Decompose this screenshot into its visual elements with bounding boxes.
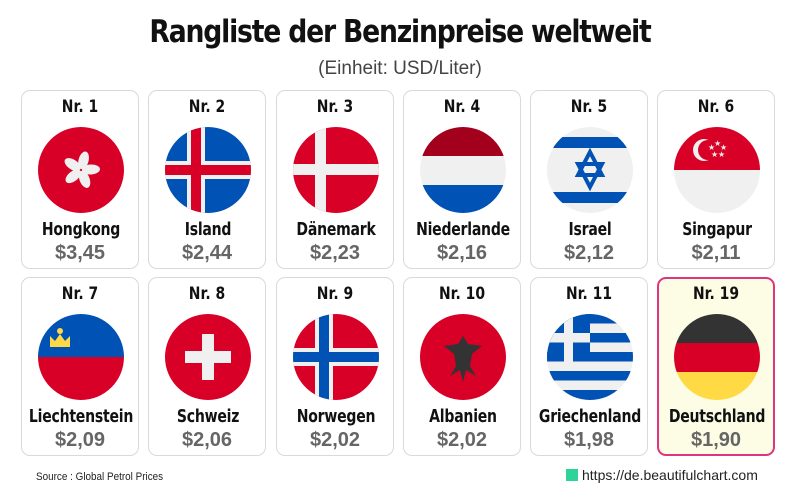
country-name: Dänemark	[296, 219, 376, 240]
svg-text:★: ★	[708, 143, 715, 152]
ranking-card: Nr. 11 Griechenland $1,98	[530, 277, 648, 456]
hong-kong-flag-icon	[38, 127, 124, 213]
ranking-card: Nr. 9 Norwegen $2,02	[276, 277, 394, 456]
price-value: $1,98	[563, 429, 615, 451]
israel-flag-icon	[547, 127, 633, 213]
price-value: $2,09	[54, 429, 106, 451]
price-value: $3,45	[54, 242, 106, 264]
rank-label: Nr. 1	[61, 97, 99, 117]
ranking-card-highlighted: Nr. 19 Deutschland $1,90	[657, 277, 775, 456]
source-note: Source : Global Petrol Prices	[36, 471, 164, 483]
country-name: Liechtenstein	[28, 406, 134, 427]
rank-label: Nr. 2	[188, 97, 226, 117]
switzerland-flag-icon	[165, 314, 251, 400]
rank-label: Nr. 11	[565, 284, 613, 304]
ranking-card: Nr. 4 Niederlande $2,16	[403, 90, 521, 269]
page-subtitle: (Einheit: USD/Liter)	[318, 58, 482, 79]
country-name: Singapur	[682, 219, 752, 240]
page-title: Rangliste der Benzinpreise weltweit	[149, 14, 651, 50]
country-name: Island	[184, 219, 232, 240]
country-name: Deutschland	[668, 406, 766, 427]
ranking-card: Nr. 10 Albanien $2,02	[403, 277, 521, 456]
ranking-card: Nr. 1 Hongkong $3,45	[21, 90, 139, 269]
denmark-flag-icon	[293, 127, 379, 213]
rank-label: Nr. 7	[61, 284, 99, 304]
svg-text:★: ★	[718, 150, 725, 159]
price-value: $2,16	[436, 242, 488, 264]
norway-flag-icon	[293, 314, 379, 400]
price-value: $2,44	[181, 242, 233, 264]
rank-label: Nr. 8	[188, 284, 226, 304]
albania-flag-icon	[420, 314, 506, 400]
country-name: Griechenland	[538, 406, 642, 427]
ranking-card: Nr. 5 Israel $2,12	[530, 90, 648, 269]
rank-label: Nr. 19	[692, 284, 740, 304]
ranking-card: Nr. 2 Island $2,44	[148, 90, 266, 269]
rank-label: Nr. 3	[316, 97, 354, 117]
country-name: Hongkong	[41, 219, 121, 240]
country-name: Norwegen	[296, 406, 376, 427]
svg-text:★: ★	[711, 150, 718, 159]
rank-label: Nr. 6	[697, 97, 735, 117]
singapore-flag-icon: ★ ★ ★ ★ ★	[674, 127, 760, 213]
price-value: $2,02	[309, 429, 361, 451]
country-name: Schweiz	[176, 406, 240, 427]
rank-label: Nr. 10	[438, 284, 486, 304]
germany-flag-icon	[674, 314, 760, 400]
price-value: $2,12	[563, 242, 615, 264]
site-url[interactable]: https://de.beautifulchart.com	[582, 467, 758, 483]
netherlands-flag-icon	[420, 127, 506, 213]
price-value: $1,90	[690, 429, 742, 451]
svg-text:★: ★	[720, 143, 727, 152]
country-name: Israel	[568, 219, 612, 240]
price-value: $2,06	[181, 429, 233, 451]
greece-flag-icon	[547, 314, 633, 400]
price-value: $2,11	[691, 242, 741, 264]
liechtenstein-flag-icon	[38, 314, 124, 400]
rank-label: Nr. 9	[316, 284, 354, 304]
iceland-flag-icon	[165, 127, 251, 213]
ranking-card: Nr. 3 Dänemark $2,23	[276, 90, 394, 269]
site-link[interactable]: https://de.beautifulchart.com	[566, 467, 758, 483]
chart-logo-icon	[566, 469, 578, 481]
rank-label: Nr. 5	[570, 97, 608, 117]
ranking-card: Nr. 7 Liechtenstein $2,09	[21, 277, 139, 456]
price-value: $2,02	[436, 429, 488, 451]
price-value: $2,23	[309, 242, 361, 264]
rank-label: Nr. 4	[443, 97, 481, 117]
svg-text:★: ★	[714, 139, 721, 148]
ranking-card: Nr. 8 Schweiz $2,06	[148, 277, 266, 456]
country-name: Niederlande	[416, 219, 510, 240]
country-name: Albanien	[429, 406, 497, 427]
ranking-card: Nr. 6 ★ ★ ★ ★ ★ Singapur $2,11	[657, 90, 775, 269]
